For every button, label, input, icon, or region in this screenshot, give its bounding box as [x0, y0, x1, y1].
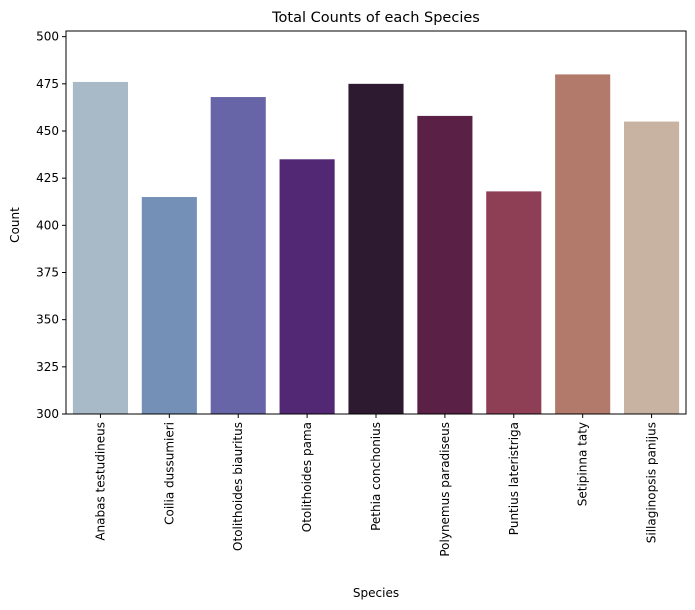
y-tick-label: 375	[36, 265, 59, 279]
x-tick-label: Otolithoides biauritus	[231, 422, 245, 551]
y-tick-label: 325	[36, 360, 59, 374]
y-tick-label: 425	[36, 171, 59, 185]
y-tick-label: 450	[36, 124, 59, 138]
bar-polynemus-paradiseus	[417, 115, 473, 414]
bar-coilia-dussumieri	[141, 197, 197, 414]
x-tick-label: Polynemus paradiseus	[438, 422, 452, 557]
x-tick-label: Anabas testudineus	[93, 422, 107, 541]
bars-group	[72, 74, 680, 415]
y-axis: 300 325 350 375 400 425 450 475 500	[36, 30, 66, 421]
x-tick-label: Pethia conchonius	[369, 422, 383, 531]
x-axis: Anabas testudineus Coilia dussumieri Otoli…	[93, 414, 659, 557]
y-tick-label: 350	[36, 313, 59, 327]
bar-setipinna-taty	[555, 74, 611, 414]
bar-otolithoides-biauritus	[210, 97, 266, 414]
bar-pethia-conchonius	[348, 83, 404, 415]
y-axis-title: Count	[8, 207, 22, 243]
x-axis-title: Species	[353, 586, 399, 600]
plot-frame	[65, 30, 687, 415]
x-tick-label: Sillaginopsis panijus	[645, 422, 659, 543]
x-tick-label: Puntius lateristriga	[507, 422, 521, 535]
bar-anabas-testudineus	[72, 81, 128, 414]
chart-title: Total Counts of each Species	[271, 10, 480, 26]
y-tick-label: 500	[36, 30, 59, 44]
bar-otolithoides-pama	[279, 159, 335, 414]
bar-sillaginopsis-panijus	[624, 121, 680, 414]
y-tick-label: 400	[36, 218, 59, 232]
y-tick-label: 475	[36, 77, 59, 91]
bar-puntius-lateristriga	[486, 191, 542, 414]
x-tick-label: Coilia dussumieri	[162, 422, 176, 525]
y-tick-label: 300	[36, 407, 59, 421]
x-tick-label: Setipinna taty	[576, 422, 590, 506]
x-tick-label: Otolithoides pama	[300, 422, 314, 532]
